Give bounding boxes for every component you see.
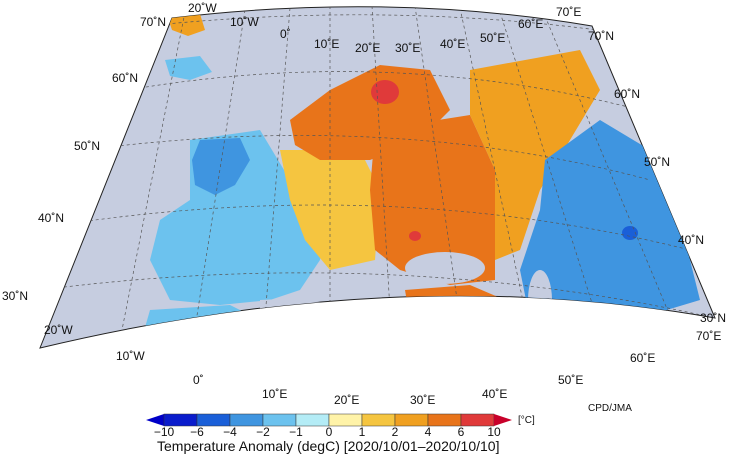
cold-core xyxy=(622,226,638,240)
greenland-region xyxy=(168,14,205,36)
lon-label: 60˚E xyxy=(518,17,543,31)
colorbar-tick-label: −1 xyxy=(289,425,303,439)
lon-label: 20˚W xyxy=(44,323,73,337)
iberia-region xyxy=(140,305,280,348)
lon-label: 40˚E xyxy=(482,387,507,401)
colorbar-tick-label: −2 xyxy=(256,425,270,439)
lon-label: 20˚W xyxy=(188,1,217,15)
lat-label: 40˚N xyxy=(38,211,64,225)
colorbar-over-arrow xyxy=(494,414,512,426)
lon-label: 10˚E xyxy=(262,387,287,401)
colorbar: −10 −6 −4 −2 −1 0 1 2 4 6 10 [°C] xyxy=(146,413,535,439)
colorbar-tick-label: 4 xyxy=(425,425,432,439)
colorbar-cell xyxy=(427,413,462,427)
colorbar-tick-label: 0 xyxy=(326,425,333,439)
ukraine-hot-spot xyxy=(409,231,421,241)
colorbar-tick-label: 10 xyxy=(487,425,501,439)
colorbar-tick-label: 2 xyxy=(392,425,399,439)
lon-label: 20˚E xyxy=(355,41,380,55)
lat-label: 50˚N xyxy=(644,155,670,169)
caspian-sea xyxy=(528,270,552,330)
lon-label: 60˚E xyxy=(630,351,655,365)
lon-label: 10˚W xyxy=(116,349,145,363)
lon-label: 30˚E xyxy=(410,393,435,407)
colorbar-under-arrow xyxy=(146,414,164,426)
lat-label: 60˚N xyxy=(112,71,138,85)
lat-labels-right: 70˚N 60˚N 50˚N 40˚N 30˚N xyxy=(588,29,726,325)
lon-label: 0˚ xyxy=(193,373,204,387)
colorbar-tick-label: 6 xyxy=(458,425,465,439)
colorbar-cell xyxy=(328,413,363,427)
credit: CPD/JMA xyxy=(588,403,632,414)
lon-label: 70˚E xyxy=(556,5,581,19)
north-africa-warm-region xyxy=(40,318,715,348)
lat-label: 30˚N xyxy=(700,311,726,325)
iceland-region xyxy=(165,56,212,80)
colorbar-cell xyxy=(394,413,429,427)
lon-label: 20˚E xyxy=(334,393,359,407)
lat-label: 50˚N xyxy=(74,139,100,153)
uk-region xyxy=(192,138,250,195)
black-sea xyxy=(405,252,485,284)
lapland-hot-spot xyxy=(371,80,399,104)
lon-label: 50˚E xyxy=(480,31,505,45)
lat-label: 40˚N xyxy=(678,233,704,247)
colorbar-tick-label: 1 xyxy=(359,425,366,439)
map-title: Temperature Anomaly (degC) [2020/10/01–2… xyxy=(157,438,499,454)
colorbar-tick-label: −4 xyxy=(223,425,237,439)
lon-labels-top: 20˚W 10˚W 0˚ 10˚E 20˚E 30˚E 40˚E 50˚E 60… xyxy=(188,1,581,55)
colorbar-tick-label: −6 xyxy=(190,425,204,439)
lat-label: 70˚N xyxy=(588,29,614,43)
lat-label: 30˚N xyxy=(2,289,28,303)
lon-label: 40˚E xyxy=(440,37,465,51)
lon-label: 50˚E xyxy=(558,373,583,387)
lat-labels-left: 70˚N 60˚N 50˚N 40˚N 30˚N xyxy=(2,15,166,303)
lon-label: 10˚E xyxy=(314,37,339,51)
lat-label: 60˚N xyxy=(614,87,640,101)
lon-label: 30˚E xyxy=(395,41,420,55)
colorbar-cell xyxy=(361,413,396,427)
lat-label: 70˚N xyxy=(140,15,166,29)
mediterranean-sea xyxy=(260,299,412,348)
lon-label: 0˚ xyxy=(280,27,291,41)
colorbar-unit: [°C] xyxy=(518,415,535,426)
eastern-europe-region xyxy=(370,115,495,285)
lon-labels-bottom: 20˚W 10˚W 0˚ 10˚E 20˚E 30˚E 40˚E 50˚E 60… xyxy=(44,323,721,407)
colorbar-tick-label: −10 xyxy=(154,425,175,439)
lon-label: 10˚W xyxy=(230,15,259,29)
lon-label: 70˚E xyxy=(696,329,721,343)
